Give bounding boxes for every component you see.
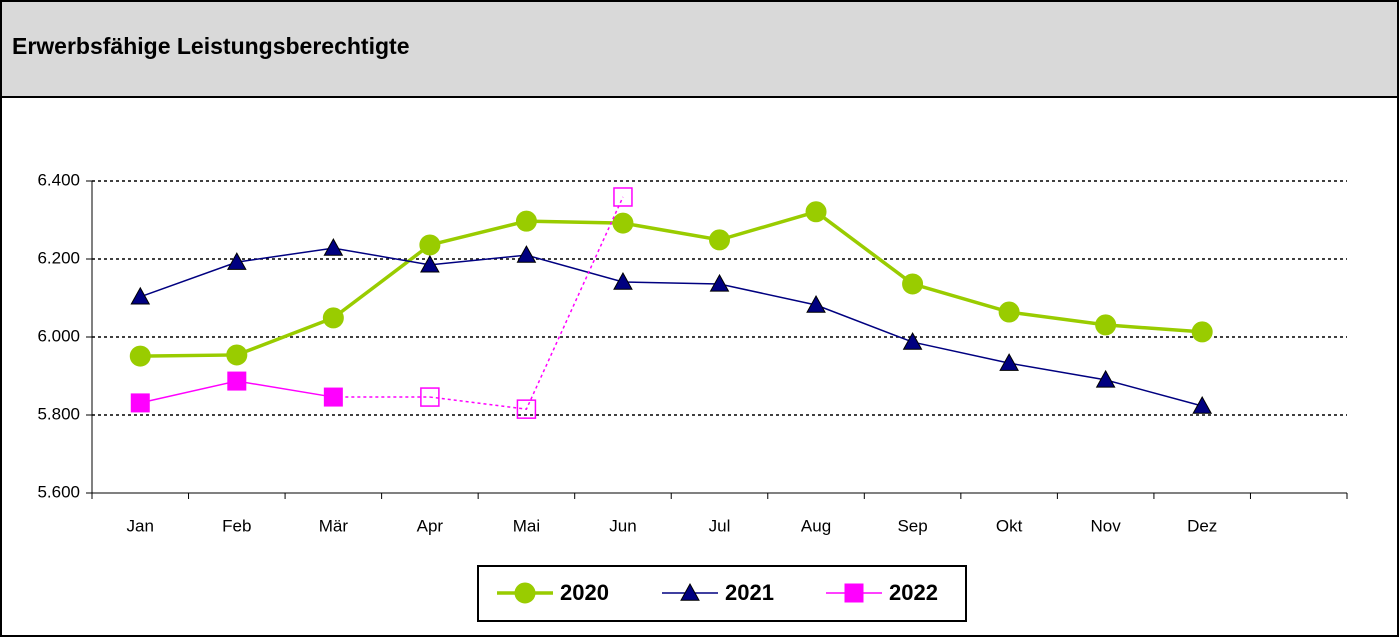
series-line-dashed [429,196,624,410]
marker [1192,396,1213,414]
marker [613,187,633,207]
y-tick-label: 5.800 [37,404,80,423]
x-tick-label: Jan [127,516,154,535]
legend-label: 2020 [560,580,609,605]
y-tick-label: 5.600 [37,482,80,501]
marker [226,252,247,270]
marker [998,301,1020,323]
marker [612,212,634,234]
marker [613,271,633,290]
marker [514,582,536,604]
marker [515,210,537,232]
marker [902,273,924,295]
x-tick-label: Okt [996,516,1023,535]
marker [999,353,1019,371]
marker [709,273,730,292]
x-tick-label: Jun [609,516,636,535]
marker [130,393,150,413]
marker [844,583,864,603]
marker [323,387,343,407]
marker [323,238,344,256]
header [0,0,1399,98]
marker [420,254,440,273]
marker [806,294,826,313]
x-tick-label: Nov [1091,516,1122,535]
x-tick-label: Jul [709,516,731,535]
marker [419,234,441,256]
marker [420,387,440,407]
x-tick-label: Aug [801,516,831,535]
marker [805,201,827,223]
marker [130,286,151,305]
series-line [140,209,1203,358]
x-tick-label: Mai [513,516,540,535]
marker [227,371,247,391]
marker [516,399,537,419]
marker [226,344,248,366]
y-tick-label: 6.000 [37,326,80,345]
marker [709,229,730,251]
y-tick-label: 6.200 [37,248,80,267]
marker [1191,321,1213,343]
legend-label: 2022 [889,580,938,605]
x-tick-label: Mär [319,516,349,535]
x-tick-label: Sep [897,516,927,535]
x-tick-label: Feb [222,516,251,535]
x-tick-label: Dez [1187,516,1217,535]
legend-label: 2021 [725,580,774,605]
marker [902,332,923,350]
chart-title: Erwerbsfähige Leistungsberechtigte [12,33,409,59]
marker [516,245,537,263]
marker [680,582,700,601]
marker [1095,369,1116,388]
x-tick-label: Apr [417,516,444,535]
legend [477,565,967,622]
series-line [140,247,1203,407]
marker [322,307,344,329]
marker [129,345,151,367]
marker [1095,314,1117,336]
y-tick-label: 6.400 [37,170,80,189]
